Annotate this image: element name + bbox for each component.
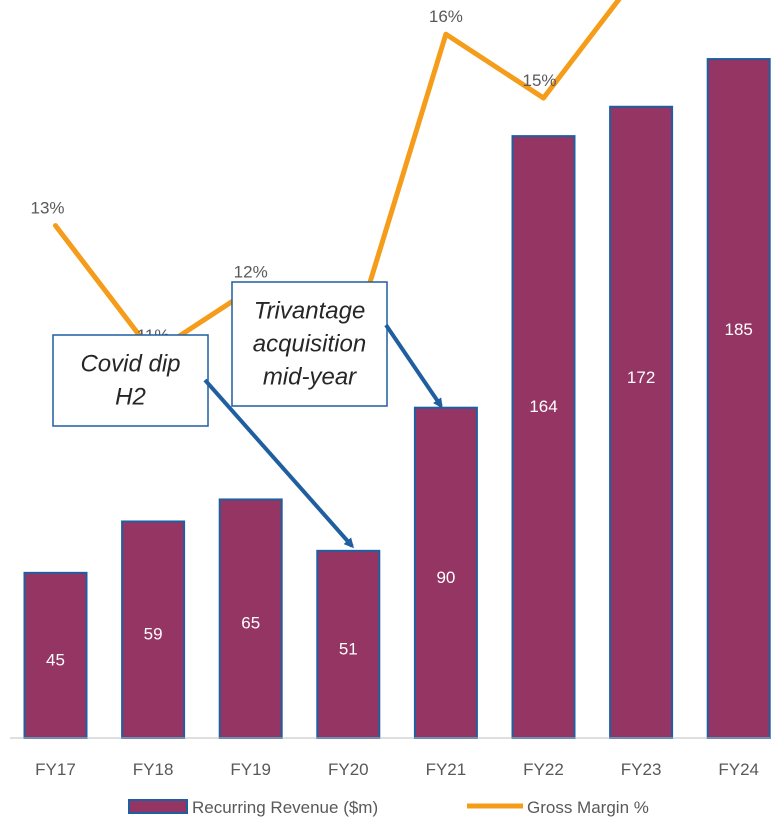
- callout-text-line: Trivantage: [254, 298, 366, 325]
- x-tick-fy18: FY18: [133, 760, 174, 779]
- x-tick-fy17: FY17: [35, 760, 76, 779]
- margin-label-fy17: 13%: [30, 199, 64, 218]
- x-tick-fy23: FY23: [621, 760, 662, 779]
- x-tick-fy19: FY19: [230, 760, 271, 779]
- callouts-layer: Covid dip H2 Trivantage acquisition mid-year: [52, 281, 443, 549]
- margin-label-fy21: 16%: [429, 7, 463, 26]
- legend-item-recurring-revenue: Recurring Revenue ($m): [128, 798, 378, 817]
- legend: Recurring Revenue ($m) Gross Margin %: [128, 798, 649, 817]
- callout-text-line: H2: [115, 384, 146, 411]
- callout-fy20: Covid dip H2: [52, 334, 354, 549]
- margin-label-fy19: 12%: [234, 262, 268, 281]
- bar-fy21: [413, 406, 478, 739]
- x-tick-fy21: FY21: [426, 760, 467, 779]
- bar-label-fy23: 172: [627, 368, 655, 387]
- callout-arrow: [203, 378, 354, 549]
- legend-label-gross-margin: Gross Margin %: [527, 798, 649, 817]
- x-tick-fy22: FY22: [523, 760, 564, 779]
- bar-label-fy22: 164: [529, 397, 557, 416]
- bar-fy23: [609, 105, 674, 739]
- bar-label-fy21: 90: [436, 568, 455, 587]
- callout-fy21: Trivantage acquisition mid-year: [231, 281, 443, 409]
- callout-text-line: Covid dip: [80, 351, 180, 378]
- callout-arrow: [384, 323, 443, 409]
- callout-text-line: mid-year: [263, 364, 357, 391]
- x-tick-fy24: FY24: [718, 760, 759, 779]
- bar-fy19: [218, 498, 283, 740]
- bar-fy24: [706, 58, 771, 740]
- margin-label-fy22: 15%: [522, 71, 556, 90]
- callout-text-line: acquisition: [253, 331, 366, 358]
- x-tick-fy20: FY20: [328, 760, 369, 779]
- bar-label-fy19: 65: [241, 614, 260, 633]
- bar-fy17: [23, 571, 88, 739]
- x-axis-ticks: FY17 FY18 FY19 FY20 FY21 FY22 FY23 FY24: [35, 760, 759, 779]
- bar-label-fy17: 45: [46, 650, 65, 669]
- legend-swatch-bar: [128, 799, 188, 814]
- bar-label-fy20: 51: [339, 639, 358, 658]
- bar-label-fy24: 185: [725, 320, 753, 339]
- bars-layer: 45 59 65 51 90 164 172 185: [23, 58, 771, 740]
- callout-box: [52, 334, 209, 427]
- legend-item-gross-margin: Gross Margin %: [467, 798, 649, 817]
- bar-label-fy18: 59: [144, 625, 163, 644]
- bar-fy20: [316, 549, 381, 740]
- legend-label-recurring-revenue: Recurring Revenue ($m): [192, 798, 378, 817]
- bar-fy22: [511, 135, 576, 739]
- callout-box: [231, 281, 388, 407]
